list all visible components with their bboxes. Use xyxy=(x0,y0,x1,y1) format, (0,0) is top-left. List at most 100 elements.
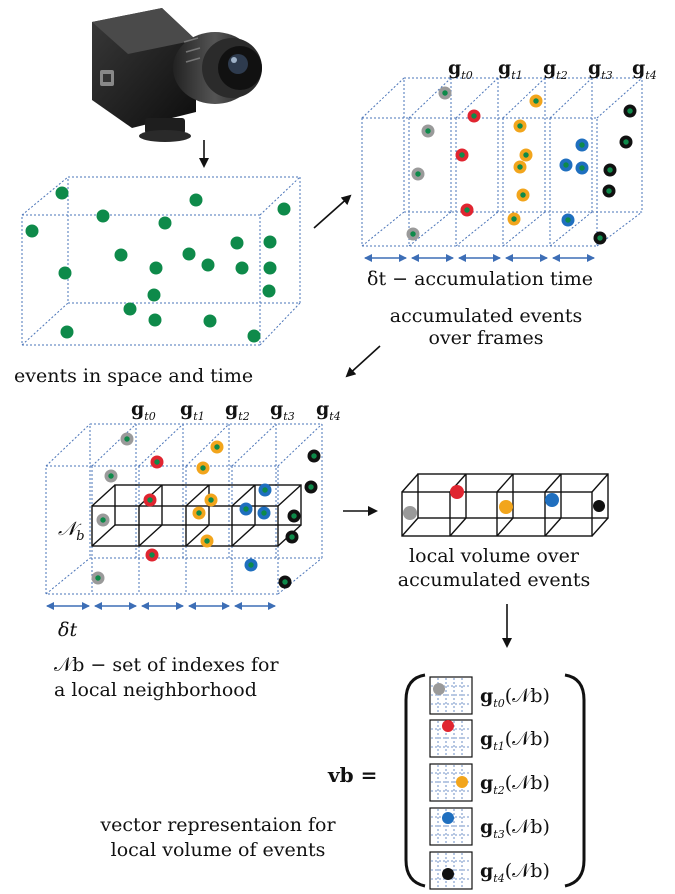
event-dot-black xyxy=(619,135,633,149)
event-dot-blue xyxy=(575,138,589,152)
event-dot xyxy=(247,329,261,343)
event-dot xyxy=(55,186,69,200)
event-dot-black xyxy=(278,575,292,589)
vector-entry-dot xyxy=(433,683,445,695)
local-volume xyxy=(401,473,609,537)
event-dot xyxy=(96,209,110,223)
neighborhood-volume xyxy=(91,484,302,547)
frame-label-t0: gt0 xyxy=(448,57,473,82)
event-dot xyxy=(60,325,74,339)
event-dot-red xyxy=(460,203,474,217)
frame-label-t2: gt2 xyxy=(543,57,568,82)
local-dot-black xyxy=(593,500,605,512)
frame-labels-top: gt0 gt1 gt2 gt3 gt4 xyxy=(448,57,657,82)
vector-entry-label: gt0(𝒩b) xyxy=(480,685,550,710)
frames-volume-box xyxy=(45,423,323,595)
event-dot-blue xyxy=(257,506,271,520)
neighborhood-definition-line2: a local neighborhood xyxy=(54,679,257,701)
accumulated-volume-box xyxy=(361,77,643,247)
event-volume-box xyxy=(21,176,301,346)
vector-entry-label: gt3(𝒩b) xyxy=(480,816,550,841)
accumulated-caption-line2: over frames xyxy=(429,327,544,349)
frame-labels-middle: gt0 gt1 gt2 gt3 gt4 xyxy=(131,398,341,423)
event-dot-red xyxy=(467,109,481,123)
event-dot xyxy=(158,216,172,230)
event-dot xyxy=(277,202,291,216)
event-dot-blue xyxy=(239,502,253,516)
frame-label-t2: gt2 xyxy=(225,398,250,423)
event-dot xyxy=(147,288,161,302)
vector-entry-label: gt4(𝒩b) xyxy=(480,860,550,885)
event-dot-black xyxy=(307,449,321,463)
event-dot xyxy=(114,248,128,262)
event-dot xyxy=(123,302,137,316)
vector-caption-line1: vector representaion for xyxy=(99,814,336,836)
vector-entry-label: gt1(𝒩b) xyxy=(480,728,550,753)
vector-entry-dot xyxy=(442,812,454,824)
vector-entry-t2: gt2(𝒩b) xyxy=(429,763,550,802)
event-dot-orange xyxy=(204,493,218,507)
event-dot-orange xyxy=(513,160,527,174)
event-dot xyxy=(25,224,39,238)
event-dot xyxy=(235,261,249,275)
frame-label-t4: gt4 xyxy=(632,57,657,82)
event-dot-gray xyxy=(406,227,420,241)
vector-entry-t3: gt3(𝒩b) xyxy=(429,807,550,846)
event-dot-black xyxy=(304,480,318,494)
event-dot xyxy=(263,235,277,249)
neighborhood-symbol: 𝒩b xyxy=(58,518,85,544)
frame-label-t1: gt1 xyxy=(180,398,205,423)
frame-label-t3: gt3 xyxy=(270,398,295,423)
accumulated-caption-line1: accumulated events xyxy=(390,305,582,327)
frame-label-t0: gt0 xyxy=(131,398,156,423)
event-dot-blue xyxy=(258,483,272,497)
local-volume-caption-line1: local volume over xyxy=(409,545,580,567)
event-dot-gray xyxy=(96,513,110,527)
event-dots xyxy=(25,186,291,343)
flow-arrow-down-left xyxy=(345,345,381,378)
event-dot-gray xyxy=(91,571,105,585)
accumulation-time-label: δt − accumulation time xyxy=(367,268,593,290)
vector-caption-line2: local volume of events xyxy=(111,839,326,861)
event-dot xyxy=(230,236,244,250)
event-dot-red xyxy=(150,455,164,469)
event-dot xyxy=(58,266,72,280)
frame-label-t1: gt1 xyxy=(498,57,523,82)
event-dot-gray xyxy=(438,86,452,100)
event-dot-black xyxy=(285,530,299,544)
vector-lhs: vb = xyxy=(327,763,377,787)
event-dot-black xyxy=(602,184,616,198)
event-dot-black xyxy=(623,104,637,118)
local-volume-dots xyxy=(403,485,605,520)
event-dot-gray xyxy=(104,469,118,483)
local-volume-caption-line2: accumulated events xyxy=(398,569,590,591)
vector-parentheses xyxy=(404,673,586,888)
event-dot xyxy=(189,193,203,207)
local-dot-red xyxy=(450,485,464,499)
vector-entry-t0: gt0(𝒩b) xyxy=(429,676,550,715)
event-dot xyxy=(201,258,215,272)
event-dot-black xyxy=(603,163,617,177)
vector-entries: gt0(𝒩b) gt1(𝒩b) gt2(𝒩b) gt3(𝒩b) gt4(𝒩b) xyxy=(429,676,550,890)
event-dot-blue xyxy=(561,213,575,227)
local-dot-orange xyxy=(499,500,513,514)
event-dot xyxy=(263,261,277,275)
event-dot xyxy=(262,284,276,298)
flow-arrow-up-right xyxy=(313,194,352,229)
event-dot-orange xyxy=(513,119,527,133)
event-dot-red xyxy=(455,148,469,162)
event-dot-orange xyxy=(200,534,214,548)
vector-entry-t4: gt4(𝒩b) xyxy=(429,851,550,890)
event-dot-orange xyxy=(529,94,543,108)
event-dot-orange xyxy=(192,506,206,520)
local-dot-blue xyxy=(545,493,559,507)
event-dot-red xyxy=(145,548,159,562)
neighborhood-event-dots xyxy=(91,432,321,589)
event-dot-blue xyxy=(559,158,573,172)
event-dot-red xyxy=(143,493,157,507)
event-dot-gray xyxy=(421,124,435,138)
event-dot-black xyxy=(593,231,607,245)
event-dot xyxy=(182,247,196,261)
local-dot-gray xyxy=(403,506,417,520)
